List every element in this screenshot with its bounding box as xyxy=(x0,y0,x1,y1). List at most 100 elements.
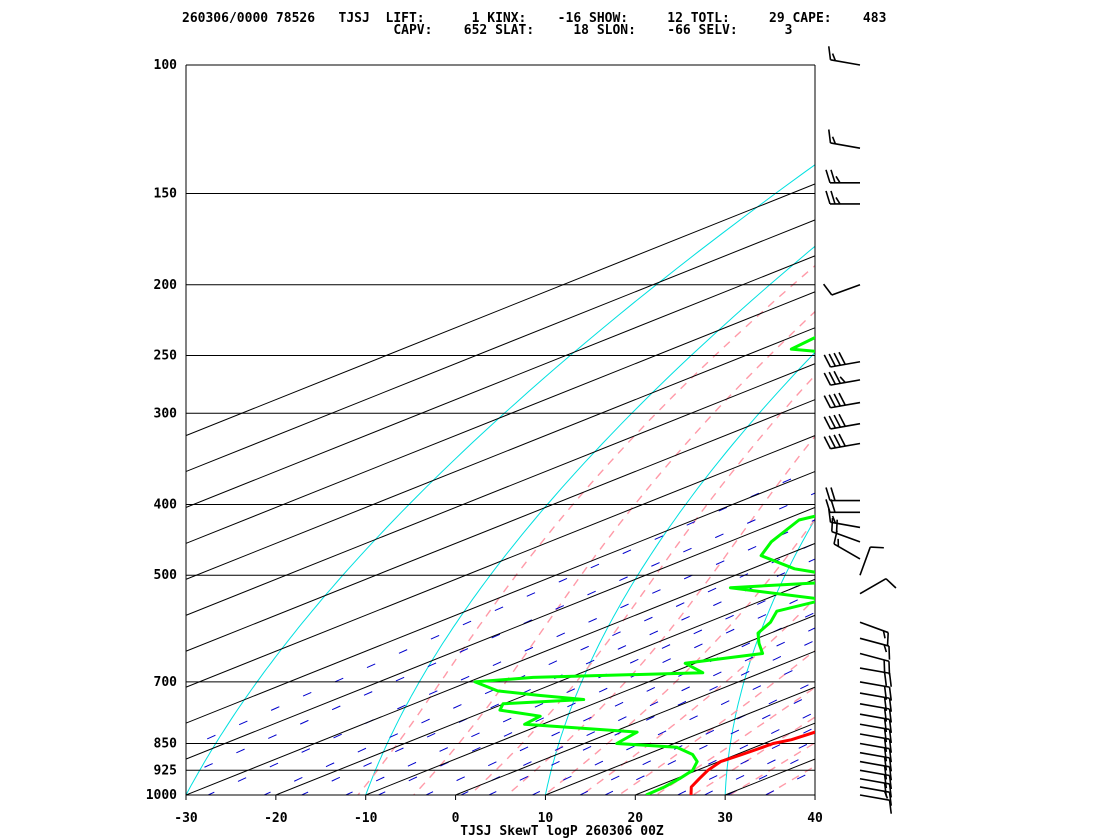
wind-barb-feather xyxy=(825,499,831,513)
wind-barb-feather xyxy=(828,435,837,449)
dry-adiabat-line xyxy=(186,164,815,795)
wind-barb-feather xyxy=(883,686,888,700)
pressure-tick-label: 925 xyxy=(154,763,177,778)
temperature-profile-line xyxy=(689,730,815,795)
wind-barb-staff xyxy=(859,794,890,801)
wind-barb xyxy=(823,433,861,450)
wind-barb-feather xyxy=(883,708,888,722)
mixing-ratio-line xyxy=(424,612,815,795)
wind-barb xyxy=(823,392,861,409)
wind-barb xyxy=(859,769,893,790)
wind-barb-feather xyxy=(823,416,832,430)
wind-barb-feather xyxy=(883,644,888,653)
wind-barb xyxy=(859,578,897,595)
wind-barb xyxy=(827,46,861,66)
wind-barb xyxy=(859,723,893,744)
wind-barb-feather xyxy=(882,630,886,639)
mixing-ratio-line xyxy=(764,769,815,795)
chart-footer-title: TJSJ SkewT logP 260306 00Z xyxy=(460,824,664,839)
mixing-ratio-line xyxy=(263,542,815,795)
mixing-ratio-line xyxy=(344,577,815,795)
temperature-tick-label: 40 xyxy=(807,811,823,826)
wind-barb-feather xyxy=(838,392,846,406)
wind-barb xyxy=(859,692,893,712)
pressure-tick-label: 400 xyxy=(154,498,178,513)
temperature-tick-label: 20 xyxy=(627,811,643,826)
wind-barb xyxy=(823,351,861,368)
temperature-tick-label: -30 xyxy=(174,811,198,826)
wind-barb xyxy=(831,517,861,543)
wind-barb-feather xyxy=(830,487,836,501)
wind-barb-feather xyxy=(888,673,893,687)
wind-barb-feather xyxy=(828,394,837,408)
wind-barb xyxy=(859,733,893,753)
wind-barb-staff xyxy=(859,546,872,576)
wind-barb xyxy=(859,621,889,647)
wind-barb-feather xyxy=(828,371,837,385)
wind-barb-staff xyxy=(859,652,890,663)
wind-barb-feather xyxy=(888,792,893,806)
mixing-ratio-line xyxy=(676,726,815,795)
isotherm-line xyxy=(186,327,815,580)
wind-barb-feather xyxy=(838,351,846,365)
moist-adiabat-line xyxy=(543,518,815,795)
wind-barb-feather xyxy=(883,774,888,789)
wind-barb-feather xyxy=(888,800,893,814)
temperature-tick-label: 30 xyxy=(717,811,733,826)
isotherm-line xyxy=(186,291,815,544)
wind-barb xyxy=(825,499,860,514)
wind-barb-feather xyxy=(823,354,832,368)
mixing-ratio-line xyxy=(207,519,815,795)
dry-adiabat-line xyxy=(365,245,815,795)
wind-barb xyxy=(827,129,861,149)
wind-barb-feather xyxy=(883,765,888,780)
isotherm-line xyxy=(186,219,815,473)
wind-barb-feather xyxy=(823,372,832,386)
moist-adiabat-line xyxy=(356,264,815,795)
wind-barb-feather xyxy=(833,414,842,428)
wind-barb-feather xyxy=(883,747,888,762)
wind-barb xyxy=(833,530,861,560)
wind-barb-feather xyxy=(838,413,846,427)
wind-barb xyxy=(859,760,893,781)
moist-adiabat-line xyxy=(580,597,815,795)
mixing-ratio-line xyxy=(703,739,815,795)
moist-adiabat-line xyxy=(765,765,815,795)
isotherm-line xyxy=(724,758,815,795)
isotherm-line xyxy=(186,435,815,688)
mixing-ratio-line xyxy=(578,681,815,795)
dry-adiabat-line xyxy=(544,351,815,795)
mixing-ratio-line xyxy=(603,692,815,795)
isotherm-line xyxy=(455,650,815,795)
dry-adiabat-line xyxy=(1069,65,1120,811)
wind-barb xyxy=(859,637,891,660)
wind-barb-feather xyxy=(825,190,831,205)
wind-barb-staff xyxy=(859,578,887,595)
wind-barb-feather xyxy=(839,376,846,384)
wind-barb-feather xyxy=(886,632,889,647)
isotherm-line xyxy=(186,363,815,616)
wind-barb-feather xyxy=(838,433,846,447)
wind-barb-feather xyxy=(888,748,893,763)
pressure-tick-label: 300 xyxy=(154,406,178,421)
wind-barb-feather xyxy=(883,718,888,733)
wind-barb xyxy=(822,283,861,296)
sounding-header-line2: CAPV: 652 SLAT: 18 SLON: -66 SELV: 3 xyxy=(182,23,792,38)
wind-barb-feather xyxy=(883,672,888,686)
isotherm-line xyxy=(186,470,815,724)
wind-barb-feather xyxy=(888,775,893,790)
background-lines xyxy=(186,65,1120,811)
wind-barb xyxy=(859,703,893,723)
sounding-header-line1: 260306/0000 78526 TJSJ LIFT: 1 KINX: -16… xyxy=(182,11,886,26)
pressure-tick-label: 500 xyxy=(154,568,178,583)
wind-barb-feather xyxy=(830,499,836,513)
moist-adiabat-line xyxy=(654,686,815,795)
wind-barb-feather xyxy=(825,169,831,184)
wind-barb-feather xyxy=(870,546,884,549)
wind-barb xyxy=(823,413,861,430)
isotherm-line xyxy=(186,255,815,508)
isotherm-line xyxy=(275,578,815,795)
wind-barb-feather xyxy=(830,169,836,184)
wind-barb-feather xyxy=(888,783,893,798)
wind-barb xyxy=(859,681,893,701)
